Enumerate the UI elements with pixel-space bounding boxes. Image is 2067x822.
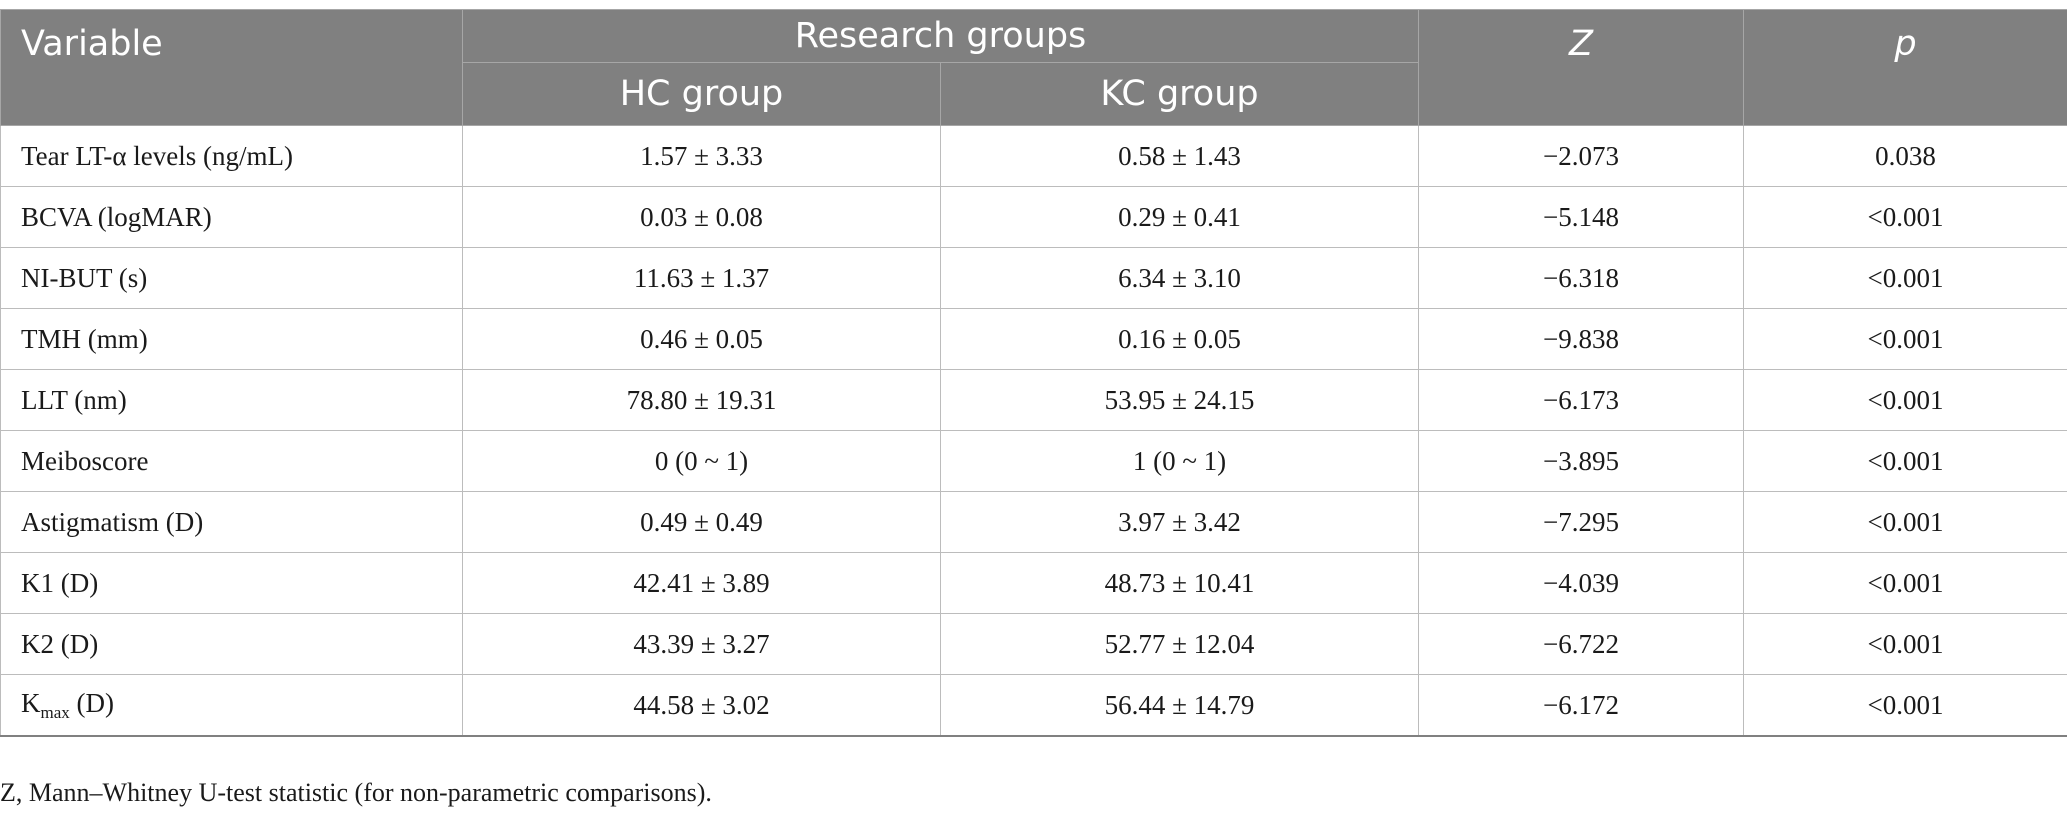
cell-hc: 44.58 ± 3.02 — [462, 674, 941, 737]
cell-hc: 78.80 ± 19.31 — [462, 369, 941, 431]
cell-kc: 53.95 ± 24.15 — [940, 369, 1419, 431]
cell-hc: 11.63 ± 1.37 — [462, 247, 941, 309]
cell-kc: 0.29 ± 0.41 — [940, 186, 1419, 248]
cell-z: −7.295 — [1418, 491, 1744, 553]
cell-p: <0.001 — [1743, 613, 2067, 675]
cell-kc: 56.44 ± 14.79 — [940, 674, 1419, 737]
kmax-base: K — [21, 687, 41, 718]
cell-hc: 42.41 ± 3.89 — [462, 552, 941, 614]
cell-z: −6.318 — [1418, 247, 1744, 309]
kmax-suffix: (D) — [69, 687, 115, 718]
cell-variable: K2 (D) — [0, 613, 463, 675]
cell-kc: 0.58 ± 1.43 — [940, 125, 1419, 187]
header-research-groups: Research groups — [462, 9, 1419, 63]
header-variable: Variable — [0, 9, 463, 126]
table-row: Meiboscore 0 (0 ~ 1) 1 (0 ~ 1) −3.895 <0… — [0, 430, 2067, 492]
cell-variable: TMH (mm) — [0, 308, 463, 370]
cell-p: <0.001 — [1743, 430, 2067, 492]
cell-kc: 0.16 ± 0.05 — [940, 308, 1419, 370]
cell-variable: Astigmatism (D) — [0, 491, 463, 553]
cell-hc: 0 (0 ~ 1) — [462, 430, 941, 492]
cell-z: −2.073 — [1418, 125, 1744, 187]
cell-hc: 0.46 ± 0.05 — [462, 308, 941, 370]
kmax-subscript: max — [40, 702, 70, 722]
table-row: TMH (mm) 0.46 ± 0.05 0.16 ± 0.05 −9.838 … — [0, 308, 2067, 370]
cell-z: −4.039 — [1418, 552, 1744, 614]
cell-variable: Meiboscore — [0, 430, 463, 492]
cell-variable: Tear LT-α levels (ng/mL) — [0, 125, 463, 187]
header-kc-group: KC group — [940, 62, 1419, 126]
cell-p: <0.001 — [1743, 247, 2067, 309]
header-row-top: Variable Research groups Z p — [0, 9, 2067, 126]
cell-p: <0.001 — [1743, 552, 2067, 614]
header-row-sub: HC group KC group — [1, 62, 2067, 126]
cell-p: <0.001 — [1743, 491, 2067, 553]
cell-hc: 0.03 ± 0.08 — [462, 186, 941, 248]
table-row: LLT (nm) 78.80 ± 19.31 53.95 ± 24.15 −6.… — [0, 369, 2067, 431]
cell-z: −6.172 — [1418, 674, 1744, 737]
cell-variable: K1 (D) — [0, 552, 463, 614]
table-row: BCVA (logMAR) 0.03 ± 0.08 0.29 ± 0.41 −5… — [0, 186, 2067, 248]
table-row: K1 (D) 42.41 ± 3.89 48.73 ± 10.41 −4.039… — [0, 552, 2067, 614]
cell-hc: 0.49 ± 0.49 — [462, 491, 941, 553]
cell-p: <0.001 — [1743, 186, 2067, 248]
cell-variable: Kmax (D) — [0, 674, 463, 737]
table-row: Astigmatism (D) 0.49 ± 0.49 3.97 ± 3.42 … — [0, 491, 2067, 553]
cell-p: 0.038 — [1743, 125, 2067, 187]
cell-kc: 52.77 ± 12.04 — [940, 613, 1419, 675]
cell-z: −9.838 — [1418, 308, 1744, 370]
table-row: NI-BUT (s) 11.63 ± 1.37 6.34 ± 3.10 −6.3… — [0, 247, 2067, 309]
table-row: Kmax (D) 44.58 ± 3.02 56.44 ± 14.79 −6.1… — [0, 674, 2067, 737]
cell-kc: 6.34 ± 3.10 — [940, 247, 1419, 309]
cell-variable: BCVA (logMAR) — [0, 186, 463, 248]
cell-hc: 43.39 ± 3.27 — [462, 613, 941, 675]
cell-z: −3.895 — [1418, 430, 1744, 492]
cell-variable: NI-BUT (s) — [0, 247, 463, 309]
cell-p: <0.001 — [1743, 674, 2067, 737]
header-p: p — [1743, 9, 2067, 126]
table-row: K2 (D) 43.39 ± 3.27 52.77 ± 12.04 −6.722… — [0, 613, 2067, 675]
cell-kc: 1 (0 ~ 1) — [940, 430, 1419, 492]
cell-z: −6.173 — [1418, 369, 1744, 431]
cell-hc: 1.57 ± 3.33 — [462, 125, 941, 187]
cell-z: −6.722 — [1418, 613, 1744, 675]
cell-kc: 3.97 ± 3.42 — [940, 491, 1419, 553]
results-table: Variable Research groups Z p HC group KC… — [0, 9, 2067, 737]
header-z: Z — [1418, 9, 1744, 126]
cell-z: −5.148 — [1418, 186, 1744, 248]
cell-kc: 48.73 ± 10.41 — [940, 552, 1419, 614]
table-row: Tear LT-α levels (ng/mL) 1.57 ± 3.33 0.5… — [0, 125, 2067, 187]
cell-p: <0.001 — [1743, 369, 2067, 431]
cell-variable: LLT (nm) — [0, 369, 463, 431]
header-hc-group: HC group — [462, 62, 941, 126]
cell-p: <0.001 — [1743, 308, 2067, 370]
table-footnote: Z, Mann–Whitney U-test statistic (for no… — [0, 778, 712, 807]
